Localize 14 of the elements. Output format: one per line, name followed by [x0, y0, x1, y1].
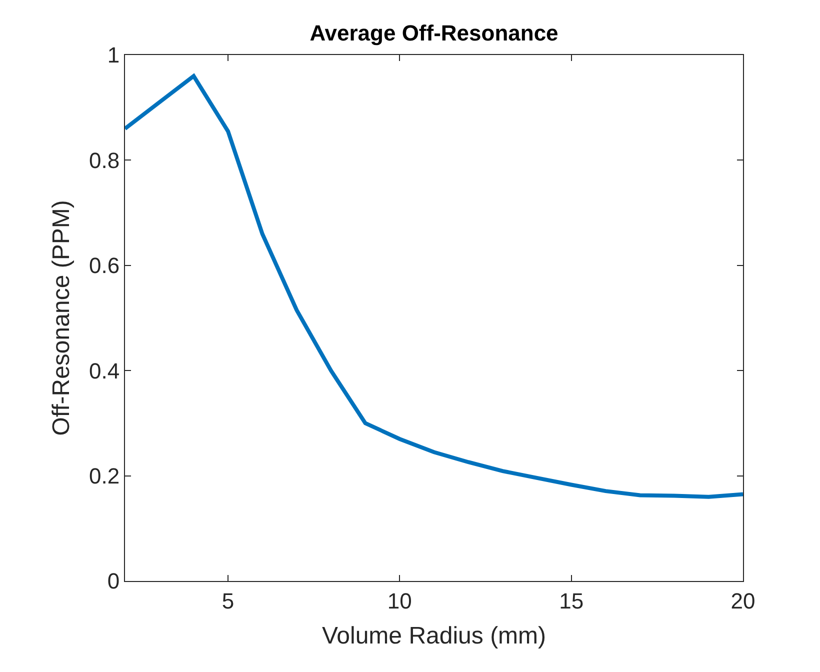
y-tick-label: 1	[107, 42, 120, 68]
x-tick-label: 15	[559, 588, 584, 614]
chart-title: Average Off-Resonance	[310, 20, 558, 46]
y-tick-label: 0.2	[89, 464, 120, 488]
x-axis-title: Volume Radius (mm)	[322, 622, 546, 650]
x-tick-label: 5	[222, 588, 234, 614]
x-tick-label: 10	[387, 588, 412, 614]
x-tick-label: 20	[730, 588, 756, 614]
y-tick-label: 0.6	[89, 253, 120, 278]
y-tick-label: 0	[107, 568, 120, 594]
y-tick-label: 0.8	[89, 148, 120, 173]
y-axis-title: Off-Resonance (PPM)	[48, 200, 76, 436]
y-tick-label: 0.4	[89, 358, 120, 384]
line-series	[125, 74, 743, 499]
